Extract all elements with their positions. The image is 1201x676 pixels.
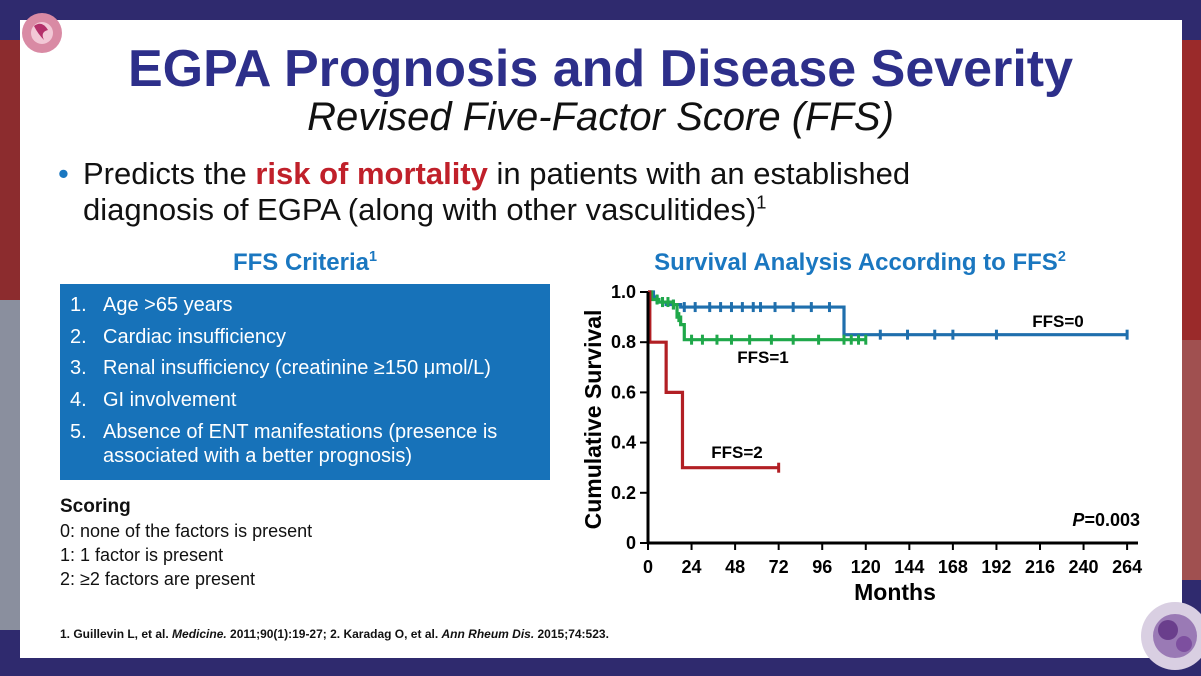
criteria-item-text: Absence of ENT manifestations (presence … <box>103 421 498 467</box>
cell-illustration-bottom-right <box>1141 602 1201 670</box>
criteria-item-number: 4. <box>70 389 87 411</box>
x-tick-label: 264 <box>1112 557 1142 577</box>
criteria-item-number: 3. <box>70 357 87 379</box>
x-tick-label: 24 <box>682 557 702 577</box>
series-ffs2: FFS=2 <box>648 290 781 473</box>
ref-1-pre: 1. Guillevin L, et al. <box>60 627 173 641</box>
series-label: FFS=1 <box>737 348 789 367</box>
chart-title: Survival Analysis According to FFS2 <box>560 249 1160 277</box>
survival-curve-ffs2 <box>648 290 779 470</box>
y-tick-label: 0.8 <box>611 332 636 352</box>
survival-curve-ffs1 <box>648 290 866 342</box>
p-value-annotation: P=0.003 <box>1072 510 1140 530</box>
ref-1-post: 2011;90(1):19-27; 2. Karadag O, et al. <box>226 627 442 641</box>
p-value-symbol: P <box>1072 510 1085 530</box>
scoring-heading: Scoring <box>60 496 131 517</box>
ref-1-journal: Medicine. <box>172 627 227 641</box>
references: 1. Guillevin L, et al. Medicine. 2011;90… <box>60 627 609 641</box>
x-tick-label: 72 <box>769 557 789 577</box>
series-label: FFS=0 <box>1032 312 1084 331</box>
bullet-post: in patients with an established <box>487 156 911 191</box>
ref-2-post: 2015;74:523. <box>534 627 609 641</box>
criteria-item-number: 2. <box>70 326 87 348</box>
y-tick-label: 0.4 <box>611 433 636 453</box>
bullet-line-1: Predicts the risk of mortality in patien… <box>83 156 910 192</box>
slide-title: EGPA Prognosis and Disease Severity <box>127 40 1074 98</box>
scoring-line: 2: ≥2 factors are present <box>60 569 255 589</box>
chart-title-sup: 2 <box>1057 249 1066 265</box>
y-axis-title: Cumulative Survival <box>580 310 606 530</box>
y-tick-label: 1.0 <box>611 282 636 302</box>
x-tick-label: 144 <box>894 557 924 577</box>
x-tick-label: 120 <box>851 557 881 577</box>
series-ffs1: FFS=1 <box>648 290 868 367</box>
criteria-item-text: Cardiac insufficiency <box>103 326 287 348</box>
bullet-line2-text: diagnosis of EGPA (along with other vasc… <box>83 192 757 227</box>
series-label: FFS=2 <box>711 443 763 462</box>
criteria-item-text: GI involvement <box>103 389 237 411</box>
y-tick-label: 0.2 <box>611 483 636 503</box>
criteria-heading-sup: 1 <box>369 249 378 265</box>
x-axis-title: Months <box>854 579 936 605</box>
axis-layer: 0 24 48 72 96 120 144 168 192 216 240 264 0 0.2 0.4 0.6… <box>580 282 1142 605</box>
x-tick-label: 0 <box>643 557 653 577</box>
x-tick-label: 96 <box>812 557 832 577</box>
scoring-line: 1: 1 factor is present <box>60 545 224 565</box>
criteria-heading-text: FFS Criteria <box>232 249 369 276</box>
x-tick-label: 192 <box>981 557 1011 577</box>
criteria-item-number: 5. <box>70 421 87 443</box>
x-tick-label: 240 <box>1069 557 1099 577</box>
ref-2-journal: Ann Rheum Dis. <box>441 627 535 641</box>
criteria-box: 1. Age >65 years 2. Cardiac insufficienc… <box>60 284 550 480</box>
bullet-emphasis: risk of mortality <box>255 156 488 191</box>
series-layer: FFS=0 FFS=1 FFS=2 <box>648 290 1129 473</box>
criteria-item-text: Age >65 years <box>103 294 233 316</box>
p-value-text: =0.003 <box>1084 510 1140 530</box>
scoring-line: 0: none of the factors is present <box>60 521 313 541</box>
criteria-item-number: 1. <box>70 294 87 316</box>
x-tick-label: 48 <box>725 557 745 577</box>
y-tick-label: 0.6 <box>611 382 636 402</box>
x-tick-label: 168 <box>938 557 968 577</box>
bullet-marker: • <box>58 156 69 191</box>
series-ffs0: FFS=0 <box>648 290 1129 340</box>
slide-subtitle: Revised Five-Factor Score (FFS) <box>307 95 894 139</box>
y-tick-label: 0 <box>626 533 636 553</box>
bullet-line-2: diagnosis of EGPA (along with other vasc… <box>83 192 767 228</box>
bullet-pre: Predicts the <box>83 156 256 191</box>
chart-title-text: Survival Analysis According to FFS <box>654 249 1058 276</box>
bullet-footnote-sup: 1 <box>756 191 767 213</box>
x-tick-label: 216 <box>1025 557 1055 577</box>
criteria-item-text: Renal insufficiency (creatinine ≥150 μmo… <box>103 357 491 379</box>
criteria-heading: FFS Criteria1 <box>60 249 550 277</box>
cell-illustration-top-left <box>22 13 62 53</box>
